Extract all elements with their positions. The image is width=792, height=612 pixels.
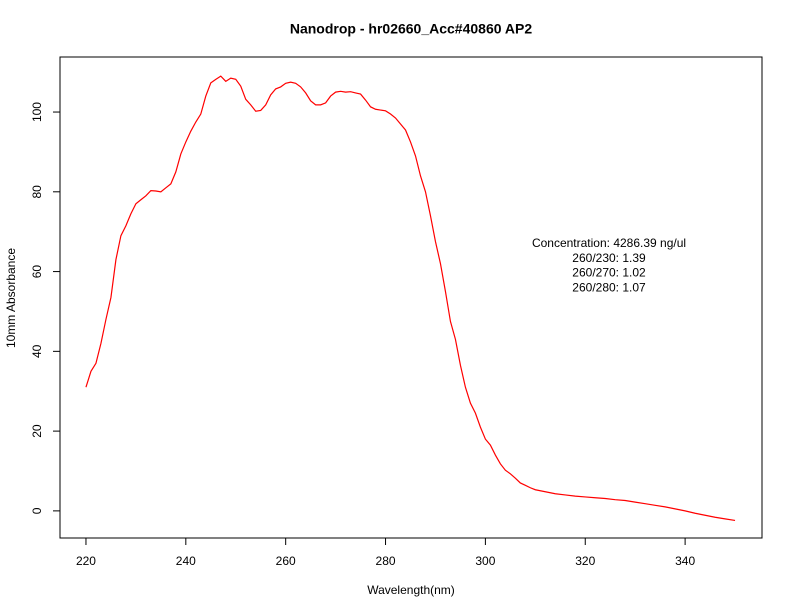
y-tick-label: 40 — [30, 344, 44, 358]
annotation: Concentration: 4286.39 ng/ul — [532, 236, 686, 250]
x-tick-label: 220 — [76, 554, 96, 568]
y-tick-label: 60 — [30, 265, 44, 279]
annotation: 260/270: 1.02 — [572, 266, 646, 280]
y-tick-label: 0 — [30, 507, 44, 514]
x-tick-label: 280 — [376, 554, 396, 568]
annotation: 260/280: 1.07 — [572, 280, 646, 294]
y-tick-label: 80 — [30, 185, 44, 199]
annotation: 260/230: 1.39 — [572, 251, 646, 265]
x-tick-label: 240 — [176, 554, 196, 568]
x-tick-label: 260 — [276, 554, 296, 568]
plot-box — [59, 56, 763, 539]
chart-title: Nanodrop - hr02660_Acc#40860 AP2 — [290, 21, 532, 37]
x-axis-label: Wavelength(nm) — [367, 583, 455, 597]
x-tick-label: 300 — [475, 554, 495, 568]
y-tick-label: 20 — [30, 424, 44, 438]
x-tick-label: 340 — [675, 554, 695, 568]
x-tick-label: 320 — [575, 554, 595, 568]
y-axis-label: 10mm Absorbance — [4, 248, 18, 348]
data-line — [85, 75, 736, 522]
y-tick-label: 100 — [30, 102, 44, 122]
